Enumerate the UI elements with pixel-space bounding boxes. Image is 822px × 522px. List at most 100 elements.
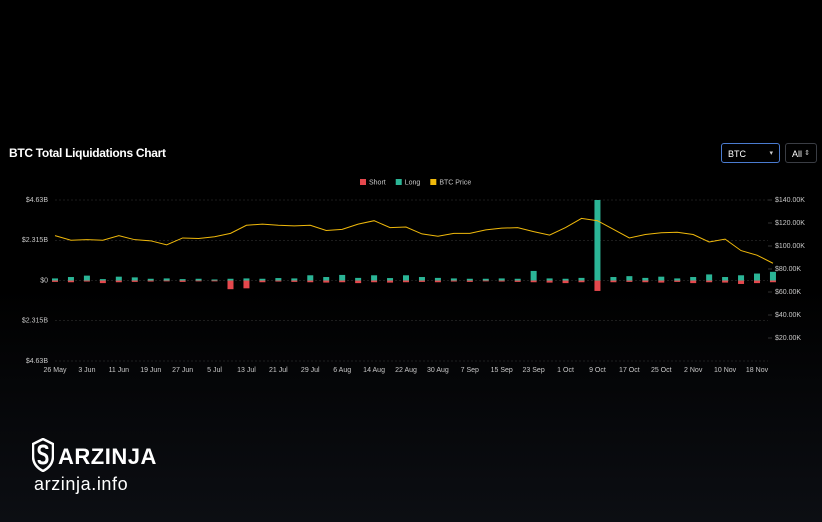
bar (594, 280, 601, 291)
bar (626, 280, 633, 282)
bar (434, 280, 441, 283)
legend-label: Short (369, 179, 386, 186)
bar (674, 278, 681, 281)
x-tick-label: 3 Jun (78, 367, 95, 374)
bar (498, 278, 505, 281)
bar (738, 280, 745, 284)
bar (562, 280, 569, 284)
bar (275, 278, 282, 281)
x-tick-label: 29 Jul (301, 367, 320, 374)
bar (769, 280, 776, 283)
x-tick-label: 9 Oct (589, 367, 606, 374)
bar (131, 280, 138, 282)
bar (403, 280, 409, 283)
x-tick-label: 1 Oct (557, 367, 574, 374)
x-tick-label: 30 Aug (427, 367, 449, 374)
bar (52, 280, 58, 282)
bar (610, 277, 617, 281)
y2-tick-label: $60.00K (775, 289, 801, 296)
x-tick-label: 18 Nov (746, 367, 769, 374)
y2-tick-label: $20.00K (775, 335, 801, 342)
bar (546, 280, 553, 283)
bar (466, 280, 473, 282)
bar (83, 275, 90, 281)
legend-label: Long (405, 179, 421, 186)
x-tick-label: 22 Aug (395, 367, 417, 374)
bar (658, 276, 665, 281)
bar (227, 280, 234, 290)
bar (131, 277, 138, 281)
coin-select-text: BTC (728, 149, 746, 159)
bar (115, 276, 122, 281)
bar (243, 278, 250, 281)
bar (514, 278, 521, 281)
bar (323, 277, 330, 281)
bar (52, 278, 58, 281)
bar (418, 277, 425, 281)
x-tick-label: 2 Nov (684, 367, 703, 374)
bar (738, 275, 745, 281)
bar (355, 277, 362, 281)
x-tick-label: 23 Sep (523, 367, 545, 374)
bar (371, 275, 378, 281)
range-select[interactable]: All ⇕ (785, 143, 817, 163)
bar (371, 280, 378, 283)
price-line (54, 217, 774, 264)
x-tick-label: 27 Jun (172, 367, 193, 374)
x-tick-label: 6 Aug (333, 367, 351, 374)
legend-swatch (395, 179, 402, 185)
bar (690, 277, 697, 281)
bar (67, 280, 74, 283)
y2-tick-label: $100.00K (775, 243, 805, 250)
bar (179, 280, 186, 282)
bar (754, 273, 760, 281)
range-select-text: All (792, 149, 803, 159)
bar (658, 280, 665, 283)
y2-tick-label: $120.00K (775, 220, 805, 227)
bar (291, 278, 298, 281)
coin-select[interactable]: BTC ▾ (721, 143, 780, 163)
legend-swatch (360, 179, 366, 185)
bar (67, 277, 74, 281)
bar (147, 280, 154, 282)
bar (466, 278, 473, 281)
bar (482, 278, 489, 281)
bar (530, 270, 537, 281)
bar (514, 280, 521, 282)
site: arzinja.info (34, 474, 129, 494)
legend-swatch (430, 179, 437, 185)
bar (355, 280, 362, 284)
bar (626, 276, 633, 281)
bar (179, 279, 186, 281)
bar (163, 280, 170, 282)
bar (642, 280, 649, 283)
bar (339, 274, 346, 281)
bar (339, 280, 346, 283)
x-tick-label: 14 Aug (363, 367, 385, 374)
x-tick-label: 17 Oct (619, 367, 640, 374)
bar (323, 280, 330, 283)
bar (307, 280, 314, 283)
x-tick-label: 5 Jul (207, 367, 222, 374)
bar (227, 278, 234, 281)
bar (578, 277, 585, 281)
bar (387, 280, 394, 283)
x-tick-label: 13 Jul (237, 367, 256, 374)
bar (450, 280, 457, 282)
y2-tick-label: $80.00K (775, 266, 801, 273)
bar (211, 279, 218, 281)
bar (706, 280, 713, 283)
bar (99, 279, 106, 281)
x-tick-label: 19 Jun (140, 367, 161, 374)
bar (83, 280, 90, 282)
bar (754, 280, 760, 284)
y-tick-label: $2.315B (22, 318, 48, 325)
caret: ⇕ (804, 150, 810, 157)
chart-title: BTC Total Liquidations Chart (9, 146, 166, 160)
bar (163, 278, 170, 281)
bar (562, 278, 569, 281)
bar (275, 280, 282, 282)
bar (418, 280, 425, 282)
bar (195, 280, 202, 282)
x-tick-label: 11 Jun (109, 367, 130, 374)
